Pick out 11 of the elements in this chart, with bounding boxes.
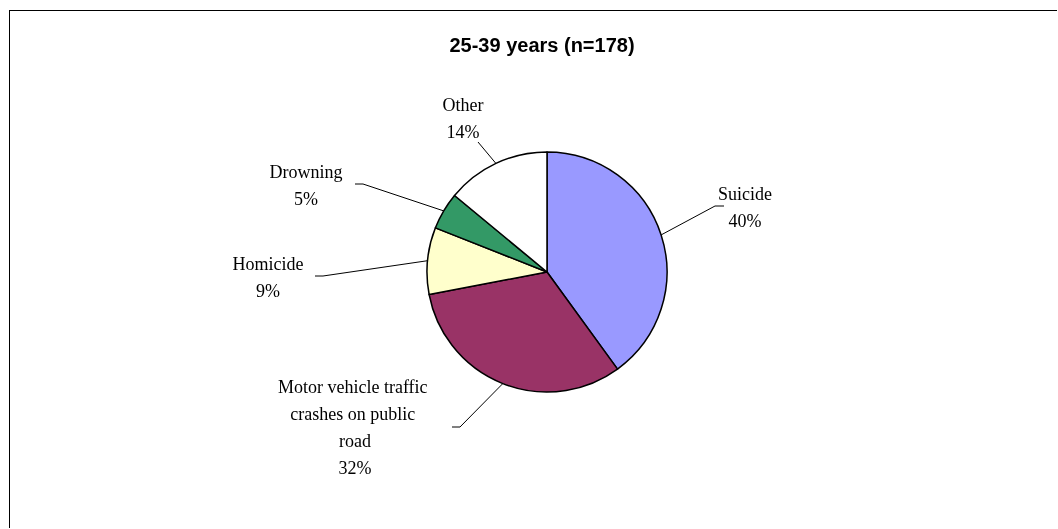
data-label: 5% [294,188,318,209]
data-label: 40% [728,210,762,231]
slice-label: Other [442,94,484,115]
data-label: 14% [446,121,480,142]
slice-label: Motor vehicle traffic crashes on public road [277,376,433,451]
data-label: 9% [256,280,280,301]
slice-label: Drowning [269,161,343,182]
slice-label: Homicide [232,253,304,274]
slice-label: Suicide [718,183,772,204]
chart-title: 25-39 years (n=178) [449,34,635,56]
data-label: 32% [338,457,372,478]
